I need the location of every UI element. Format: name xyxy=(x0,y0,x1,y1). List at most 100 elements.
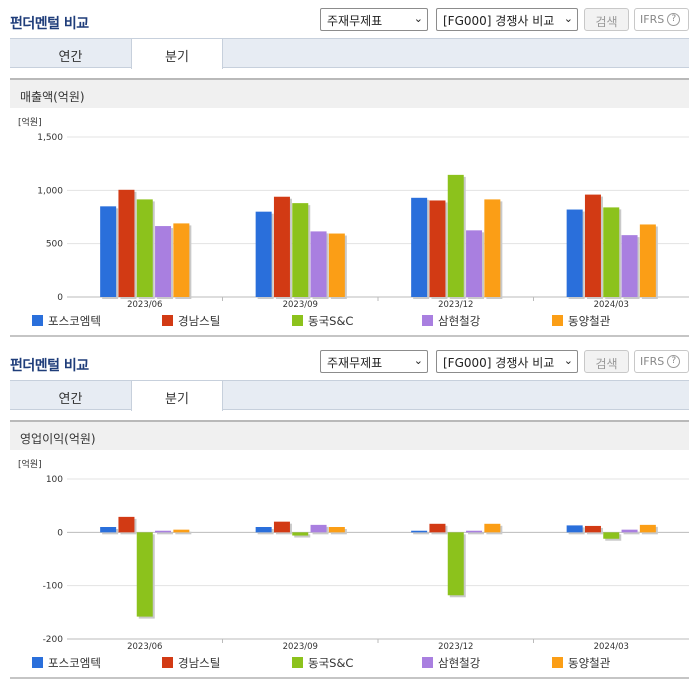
legend-item[interactable]: 삼현철강 xyxy=(422,655,480,671)
peer-group-select[interactable]: [FG000] 경쟁사 비교 ⌄ xyxy=(436,8,578,31)
chevron-down-icon: ⌄ xyxy=(413,12,423,25)
bar[interactable] xyxy=(566,525,583,533)
chevron-down-icon: ⌄ xyxy=(563,354,573,367)
fundamental-section-operating-profit: 펀더멘털 비교 주재무제표 ⌄ [FG000] 경쟁사 비교 ⌄ 검색 IFRS… xyxy=(0,342,696,684)
bar[interactable] xyxy=(310,231,327,297)
bar[interactable] xyxy=(273,196,290,297)
y-tick-label: 500 xyxy=(46,240,63,250)
legend-item[interactable]: 동국S&C xyxy=(292,313,353,329)
legend-swatch xyxy=(292,657,303,668)
bar[interactable] xyxy=(584,194,601,297)
bar[interactable] xyxy=(292,532,309,536)
legend-swatch xyxy=(32,315,43,326)
bar[interactable] xyxy=(173,529,190,533)
legend-item[interactable]: 동양철관 xyxy=(552,655,610,671)
chart-title: 영업이익(억원) xyxy=(20,432,96,446)
bar-shadow xyxy=(294,534,311,538)
bar[interactable] xyxy=(639,224,656,297)
tab-quarterly[interactable]: 분기 xyxy=(131,381,223,411)
statement-type-select[interactable]: 주재무제표 ⌄ xyxy=(320,8,428,31)
bar[interactable] xyxy=(328,527,345,533)
bar[interactable] xyxy=(155,226,172,297)
legend-label: 경남스틸 xyxy=(178,314,221,328)
legend-label: 포스코엠텍 xyxy=(48,656,101,670)
y-tick-label: 1,000 xyxy=(37,186,63,196)
chevron-down-icon: ⌄ xyxy=(563,12,573,25)
x-tick-label: 2023/12 xyxy=(438,642,473,650)
bar[interactable] xyxy=(621,529,638,533)
bar[interactable] xyxy=(136,199,153,297)
bar[interactable] xyxy=(136,532,153,617)
chart-legend: 포스코엠텍 경남스틸 동국S&C 삼현철강 동양철관 xyxy=(32,313,682,329)
search-button[interactable]: 검색 xyxy=(584,8,629,31)
bar[interactable] xyxy=(484,523,501,533)
statement-type-value: 주재무제표 xyxy=(327,14,383,28)
bar[interactable] xyxy=(273,521,290,533)
bar[interactable] xyxy=(118,189,135,297)
legend-swatch xyxy=(292,315,303,326)
period-tabs: 연간 분기 xyxy=(10,38,689,69)
legend-item[interactable]: 포스코엠텍 xyxy=(32,313,101,329)
y-tick-label: -100 xyxy=(43,582,64,592)
legend-item[interactable]: 경남스틸 xyxy=(162,313,220,329)
bar[interactable] xyxy=(584,525,601,533)
legend-swatch xyxy=(422,315,433,326)
bar[interactable] xyxy=(310,524,327,533)
legend-item[interactable]: 삼현철강 xyxy=(422,313,480,329)
bar[interactable] xyxy=(292,203,309,297)
chart-legend: 포스코엠텍 경남스틸 동국S&C 삼현철강 동양철관 xyxy=(32,655,682,671)
unit-label: [억원] xyxy=(18,116,42,128)
legend-item[interactable]: 경남스틸 xyxy=(162,655,220,671)
x-tick-label: 2024/03 xyxy=(594,300,629,308)
bar[interactable] xyxy=(411,530,428,533)
bar-shadow xyxy=(157,532,174,535)
bar[interactable] xyxy=(603,532,620,539)
chart-header: 매출액(억원) xyxy=(10,78,689,108)
bar[interactable] xyxy=(466,230,483,297)
bar[interactable] xyxy=(173,223,190,297)
legend-label: 동국S&C xyxy=(308,656,354,670)
bar-shadow xyxy=(413,532,430,535)
bar[interactable] xyxy=(603,207,620,297)
peer-group-select[interactable]: [FG000] 경쟁사 비교 ⌄ xyxy=(436,350,578,373)
y-tick-label: 0 xyxy=(57,528,63,538)
ifrs-help-button[interactable]: IFRS? xyxy=(634,350,689,373)
bar[interactable] xyxy=(255,527,272,533)
legend-item[interactable]: 포스코엠텍 xyxy=(32,655,101,671)
bar[interactable] xyxy=(429,200,446,297)
section-divider xyxy=(10,335,689,337)
peer-group-value: [FG000] 경쟁사 비교 xyxy=(443,14,555,28)
bar[interactable] xyxy=(255,211,272,297)
legend-item[interactable]: 동양철관 xyxy=(552,313,610,329)
bar[interactable] xyxy=(429,523,446,533)
bar[interactable] xyxy=(466,530,483,533)
bar[interactable] xyxy=(566,209,583,297)
legend-label: 동양철관 xyxy=(568,314,611,328)
legend-item[interactable]: 동국S&C xyxy=(292,655,353,671)
help-icon: ? xyxy=(667,13,681,26)
bar[interactable] xyxy=(447,532,464,596)
section-header: 펀더멘털 비교 주재무제표 ⌄ [FG000] 경쟁사 비교 ⌄ 검색 IFRS… xyxy=(0,0,696,38)
bar-shadow xyxy=(175,531,192,535)
statement-type-select[interactable]: 주재무제표 ⌄ xyxy=(320,350,428,373)
tab-annual[interactable]: 연간 xyxy=(58,392,83,407)
bar[interactable] xyxy=(411,197,428,297)
chevron-down-icon: ⌄ xyxy=(413,354,423,367)
legend-label: 동양철관 xyxy=(568,656,611,670)
x-tick-label: 2023/09 xyxy=(283,642,318,650)
chart-title: 매출액(억원) xyxy=(20,90,85,104)
tab-quarterly[interactable]: 분기 xyxy=(131,39,223,69)
tab-annual[interactable]: 연간 xyxy=(58,50,83,65)
bar[interactable] xyxy=(484,199,501,297)
bar[interactable] xyxy=(621,235,638,297)
section-title: 펀더멘털 비교 xyxy=(10,358,89,374)
bar[interactable] xyxy=(118,516,135,533)
bar[interactable] xyxy=(328,233,345,297)
bar[interactable] xyxy=(155,530,172,533)
bar[interactable] xyxy=(639,524,656,533)
bar[interactable] xyxy=(447,174,464,297)
bar[interactable] xyxy=(100,527,117,533)
search-button[interactable]: 검색 xyxy=(584,350,629,373)
ifrs-help-button[interactable]: IFRS? xyxy=(634,8,689,31)
bar[interactable] xyxy=(100,206,117,297)
